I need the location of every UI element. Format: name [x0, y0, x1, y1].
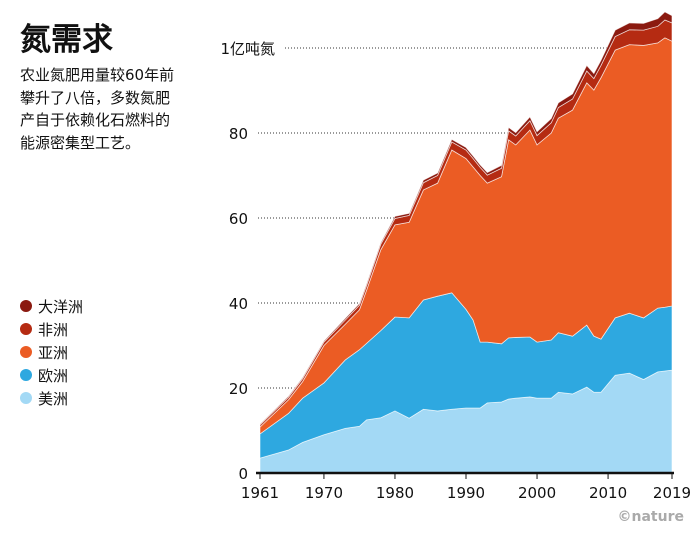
y-tick-label: 20	[229, 380, 248, 398]
legend-label: 大洋洲	[38, 298, 83, 316]
x-tick-label: 1980	[376, 484, 414, 502]
y-tick-label: 40	[229, 295, 248, 313]
y-tick-label: 0	[238, 465, 248, 483]
y-axis: 0 20 40 60 80 1亿吨氮	[220, 40, 275, 483]
stacked-areas	[259, 11, 673, 474]
legend-label: 欧洲	[38, 367, 68, 385]
x-axis: 1961 1970 1980 1990 2000 2010 2019	[241, 471, 691, 502]
credit: ©nature	[618, 509, 684, 525]
x-tick-label: 2010	[589, 484, 627, 502]
legend-swatch	[20, 369, 32, 381]
x-tick-label: 1961	[241, 484, 279, 502]
legend-swatch	[20, 346, 32, 358]
y-tick-label: 80	[229, 125, 248, 143]
subtitle-line: 能源密集型工艺。	[20, 134, 140, 152]
area-大洋洲	[259, 11, 673, 426]
x-tick-label: 1970	[305, 484, 343, 502]
subtitle: 农业氮肥用量较60年前 攀升了八倍，多数氮肥 产自于依赖化石燃料的 能源密集型工…	[20, 66, 174, 152]
subtitle-line: 攀升了八倍，多数氮肥	[20, 89, 170, 107]
legend-label: 美洲	[38, 390, 68, 408]
subtitle-line: 产自于依赖化石燃料的	[20, 111, 170, 129]
legend-swatch	[20, 300, 32, 312]
legend-swatch	[20, 392, 32, 404]
legend-label: 亚洲	[38, 344, 68, 362]
x-tick-label: 1990	[447, 484, 485, 502]
y-tick-label: 60	[229, 210, 248, 228]
chart-title: 氮需求	[20, 22, 113, 58]
legend-swatch	[20, 323, 32, 335]
legend-label: 非洲	[38, 321, 68, 339]
y-tick-label: 1亿吨氮	[220, 40, 275, 58]
x-tick-label: 2019	[653, 484, 691, 502]
x-tick-label: 2000	[518, 484, 556, 502]
subtitle-line: 农业氮肥用量较60年前	[20, 66, 174, 84]
